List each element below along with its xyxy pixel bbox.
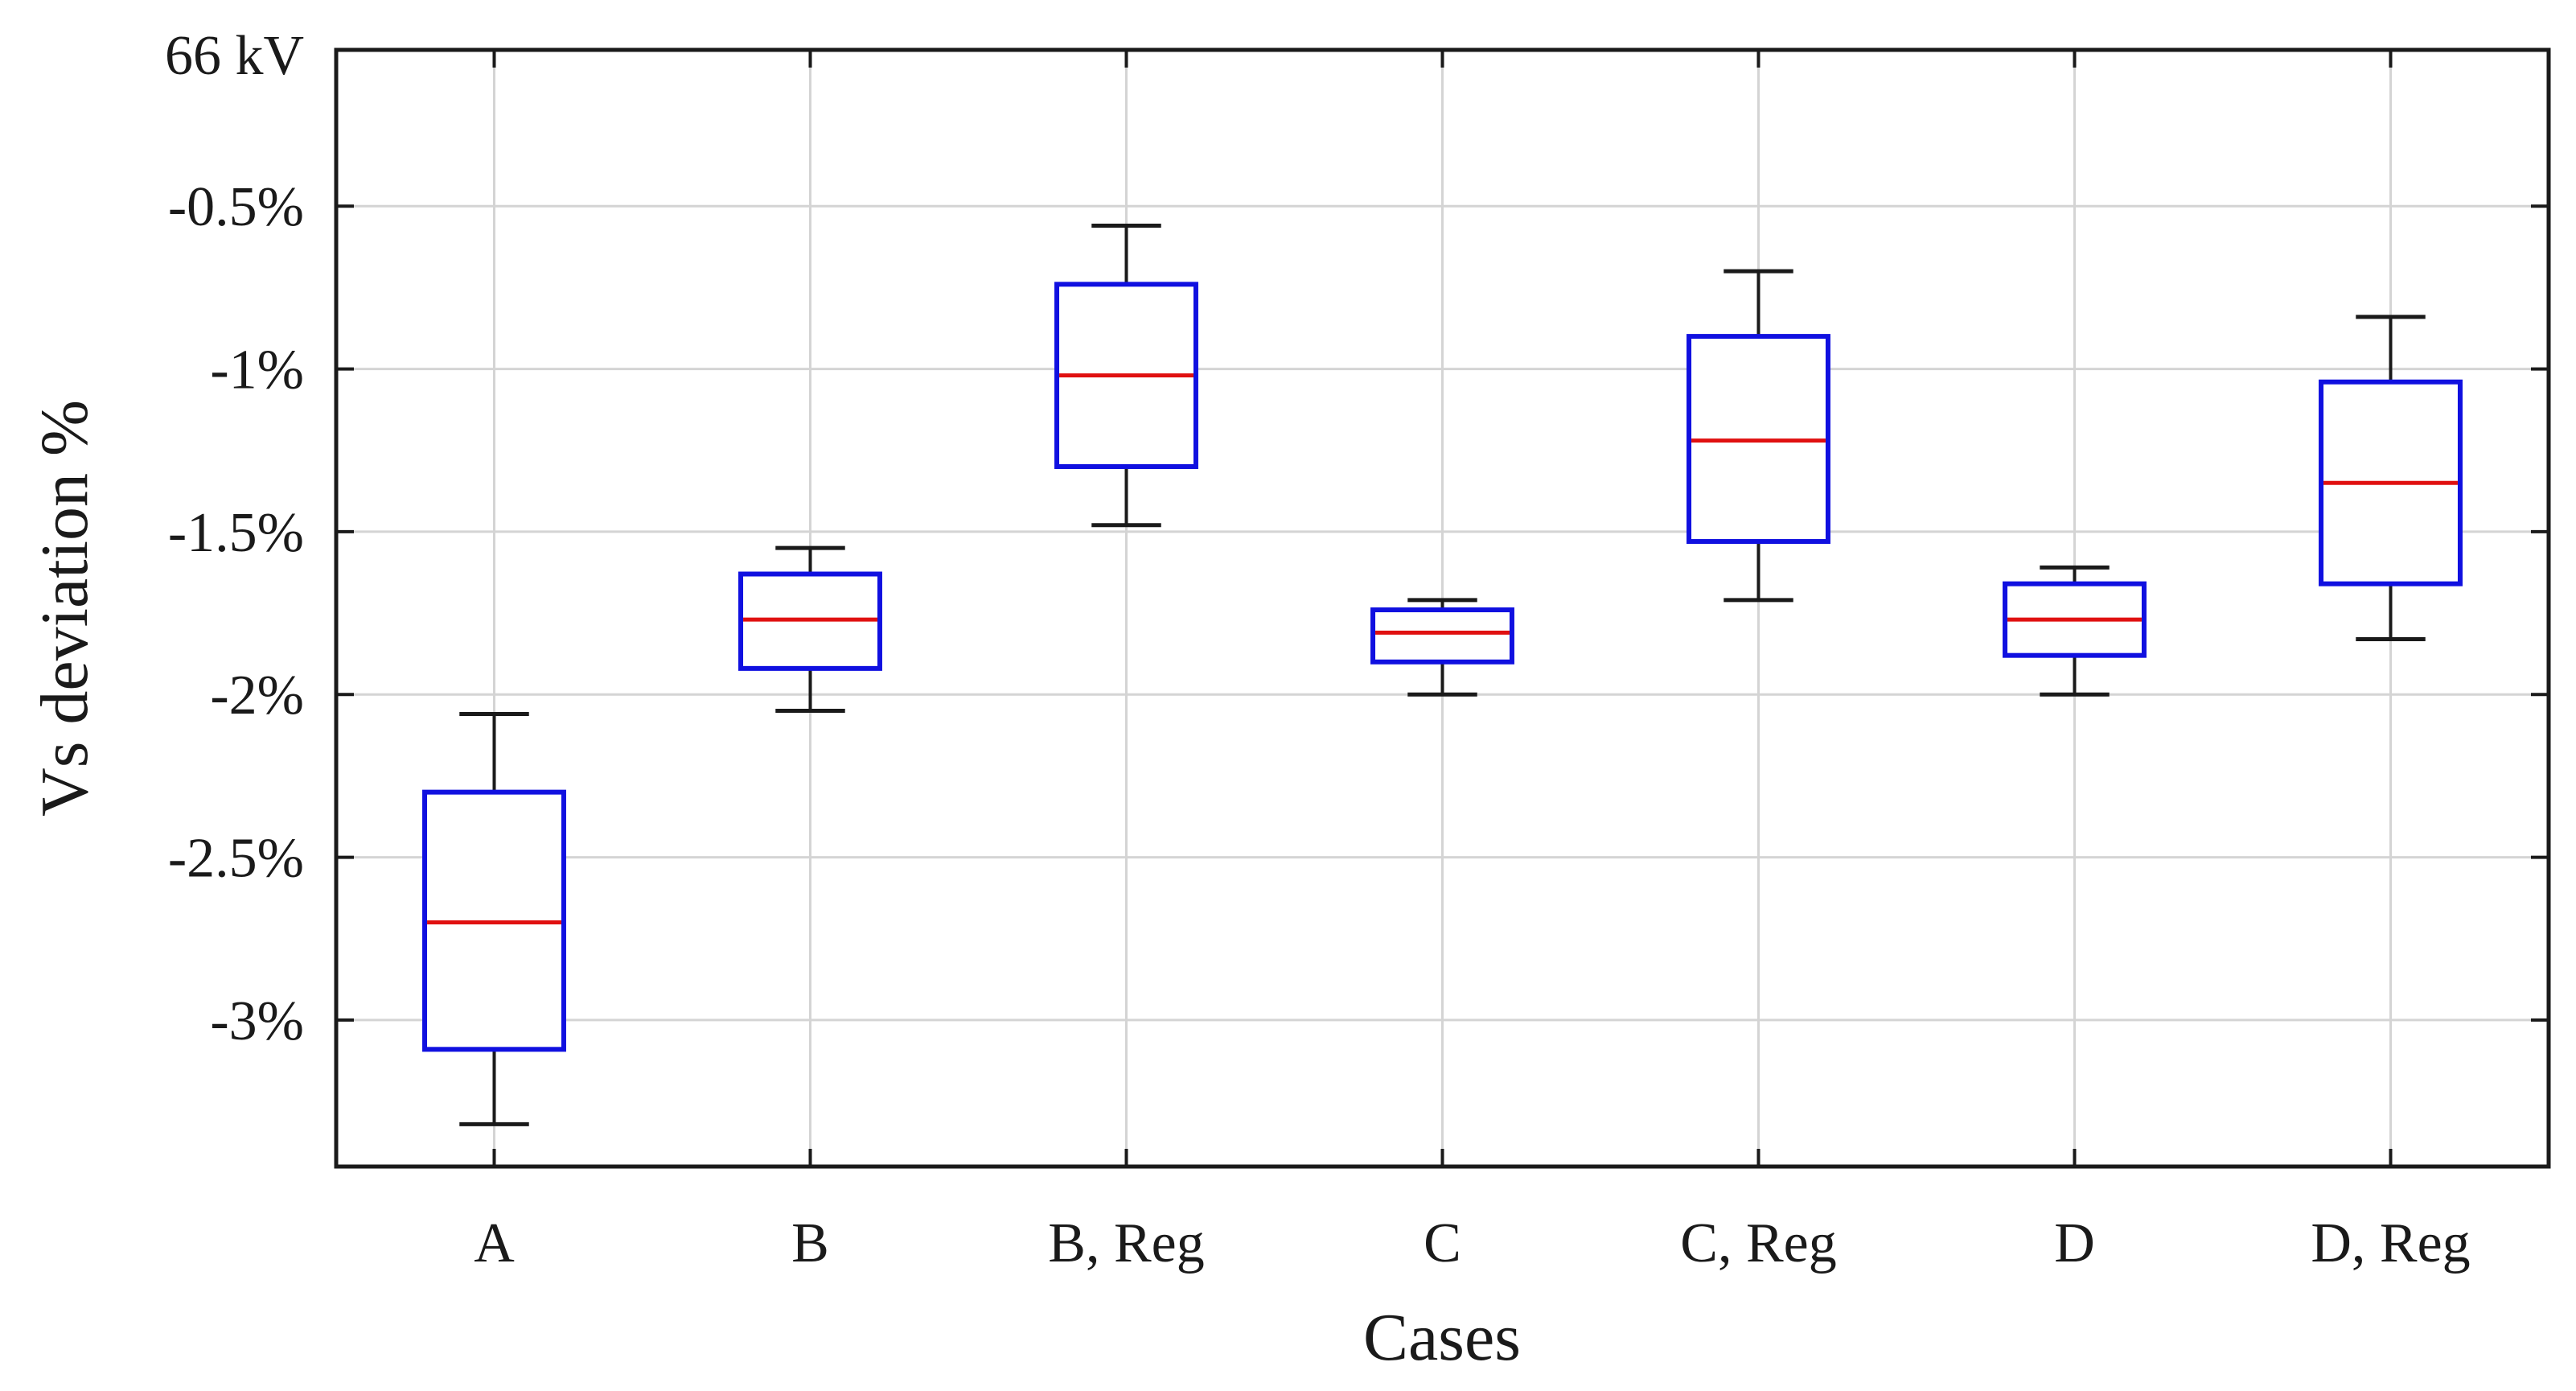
y-tick-label: -2% (210, 665, 304, 726)
x-tick-label: B, Reg (1048, 1212, 1204, 1274)
top-axis-label: 66 kV (165, 25, 304, 87)
x-axis-title: Cases (1363, 1300, 1521, 1375)
boxplot-a (422, 712, 566, 1126)
y-tick-label: -2.5% (168, 828, 304, 890)
boxplot-c (1370, 598, 1514, 697)
x-tick-label: B (791, 1212, 829, 1274)
iqr-box (1370, 607, 1514, 665)
x-tick-label: A (474, 1212, 515, 1274)
y-tick-label: -0.5% (168, 176, 304, 238)
y-tick-label: -3% (210, 990, 304, 1052)
box-layer (422, 224, 2463, 1126)
y-tick-label: -1.5% (168, 502, 304, 564)
y-tick-label: -1% (210, 340, 304, 401)
x-tick-label: C (1424, 1212, 1461, 1274)
tick-layer: -0.5% -1% -1.5% -2% -2.5% -3% A B B, Reg C C, Reg D… (168, 50, 2549, 1274)
boxplot-b (738, 545, 882, 713)
x-tick-label: C, Reg (1680, 1212, 1836, 1274)
boxplot-d (2003, 565, 2147, 697)
x-tick-label: D (2054, 1212, 2095, 1274)
boxplot-c-reg (1687, 269, 1830, 603)
y-axis-title: Vs deviation % (27, 400, 102, 817)
boxplot-b-reg (1054, 224, 1198, 528)
boxplot-d-reg (2319, 315, 2463, 641)
x-tick-label: D, Reg (2311, 1212, 2470, 1274)
